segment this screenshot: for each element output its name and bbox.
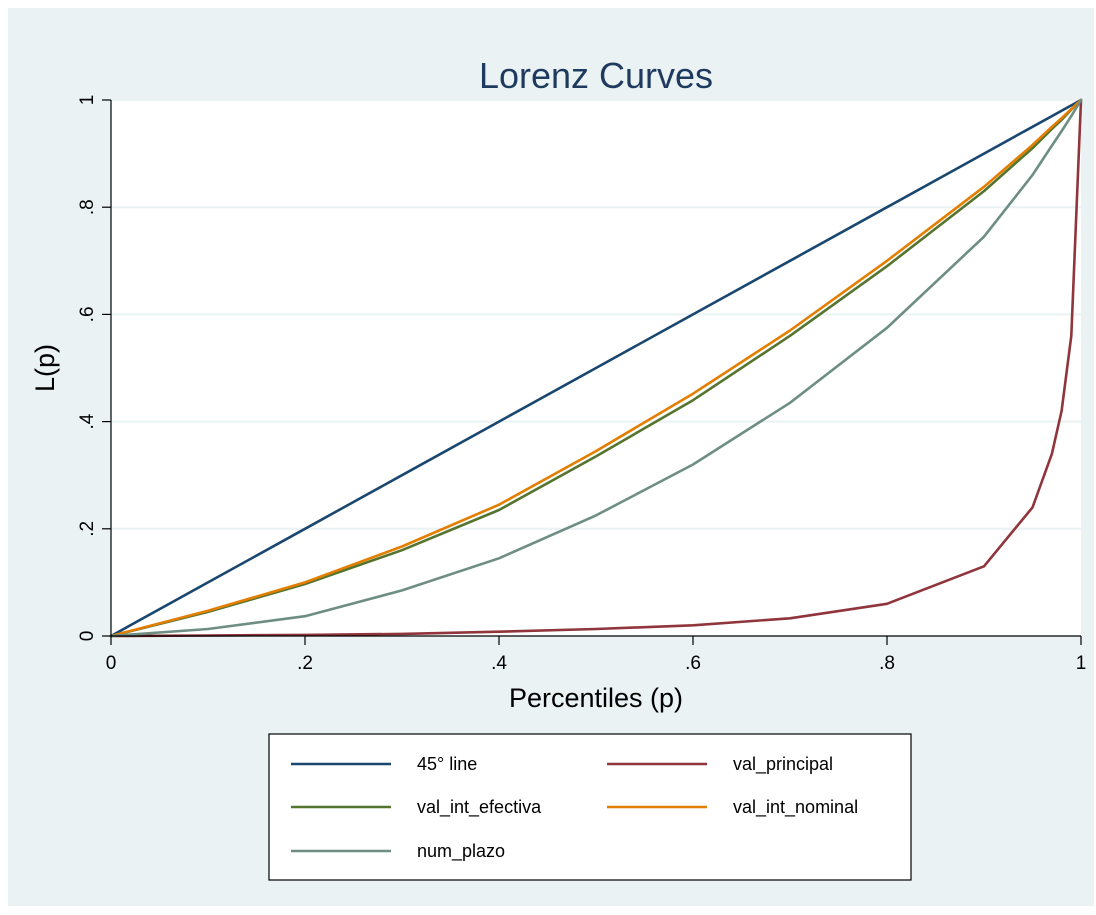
y-axis-title: L(p) xyxy=(30,344,60,392)
y-tick-label-1: .2 xyxy=(77,521,98,537)
series-line-3 xyxy=(109,98,1083,638)
legend-label-1: val_principal xyxy=(733,754,833,775)
x-tick-label-4: .8 xyxy=(879,653,895,674)
series-line-4 xyxy=(109,98,1083,638)
chart-title: Lorenz Curves xyxy=(479,55,713,96)
x-tick-label-5: 1 xyxy=(1076,653,1087,674)
gridlines xyxy=(111,99,1081,530)
series-line-0 xyxy=(109,98,1083,638)
x-tick-label-0: 0 xyxy=(106,653,117,674)
y-tick-label-5: 1 xyxy=(77,95,98,106)
x-tick-label-3: .6 xyxy=(685,653,701,674)
y-tick-label-2: .4 xyxy=(77,413,98,429)
axis-ticks: 0 .2 .4 .6 .8 1 0 .2 .4 .6 .8 1 xyxy=(77,95,1086,674)
legend: 45° line val_principal val_int_efectiva val… xyxy=(268,733,912,881)
series-lines xyxy=(109,98,1083,638)
legend-items: 45° line val_principal val_int_efectiva val… xyxy=(291,754,858,862)
y-tick-label-0: 0 xyxy=(77,631,98,642)
x-tick-label-1: .2 xyxy=(297,653,313,674)
legend-label-3: val_int_nominal xyxy=(733,797,858,818)
x-axis-title: Percentiles (p) xyxy=(509,683,683,713)
legend-label-4: num_plazo xyxy=(417,841,505,862)
legend-label-0: 45° line xyxy=(417,754,477,774)
y-tick-label-4: .8 xyxy=(77,199,98,215)
series-line-2 xyxy=(109,98,1083,638)
x-tick-label-2: .4 xyxy=(491,653,507,674)
series-line-1 xyxy=(109,98,1083,638)
y-tick-label-3: .6 xyxy=(77,306,98,322)
legend-label-2: val_int_efectiva xyxy=(417,797,542,818)
